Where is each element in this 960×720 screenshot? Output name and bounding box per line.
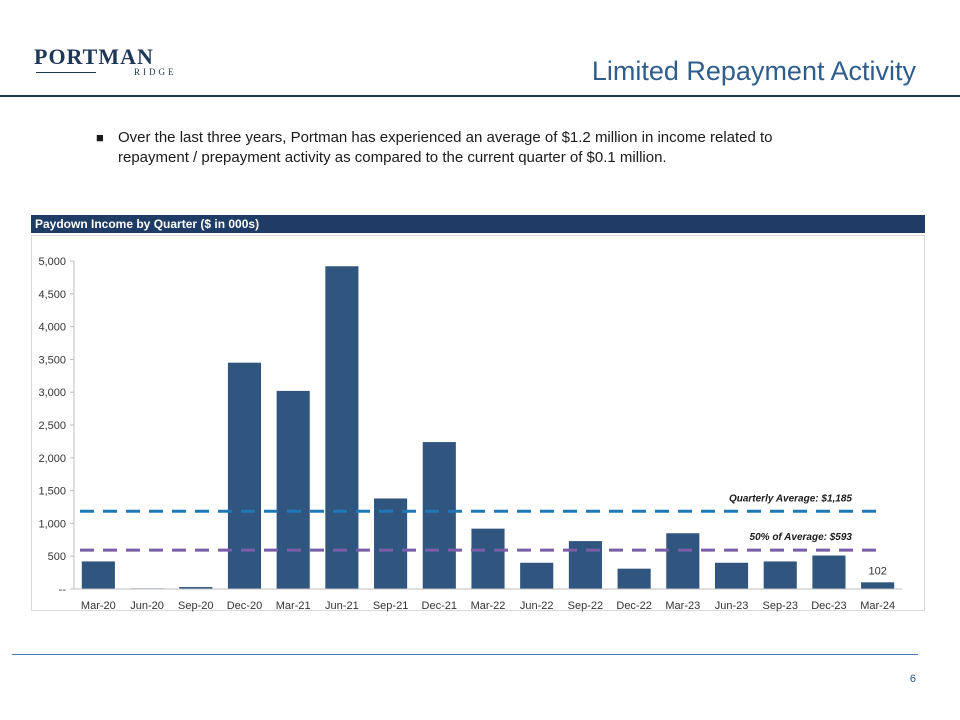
bullet-square-icon: ■: [96, 130, 104, 145]
paydown-income-chart: -- 500 1,000 1,500 2,000 2,500 3,000 3,500 4,000…: [38, 256, 902, 612]
y-tick-label: --: [59, 584, 67, 596]
bar-dec-23: [812, 555, 846, 589]
bar-dec-22: [617, 568, 651, 589]
header-divider: [0, 95, 960, 97]
bar-sep-23: [763, 561, 797, 589]
y-tick-label: 3,000: [38, 387, 66, 399]
y-tick-label: 2,000: [38, 453, 66, 465]
bullet-text: Over the last three years, Portman has e…: [118, 129, 773, 166]
x-tick-label: Mar-21: [276, 600, 311, 612]
logo-rule: [36, 72, 96, 73]
slide-title: Limited Repayment Activity: [591, 56, 916, 86]
x-tick-label: Dec-23: [811, 600, 846, 612]
x-tick-label: Dec-20: [227, 600, 262, 612]
x-tick-label: Sep-20: [178, 600, 213, 612]
y-tick-label: 3,500: [38, 354, 66, 366]
portman-ridge-logo: PORTMAN RIDGE: [34, 44, 174, 84]
bar-mar-24: [861, 582, 895, 589]
logo-wordmark: PORTMAN: [34, 44, 154, 69]
bar-mar-23: [666, 533, 700, 589]
y-tick-label: 1,500: [38, 486, 66, 498]
x-tick-label: Mar-24: [860, 600, 895, 612]
y-tick-label: 5,000: [38, 256, 66, 268]
x-tick-label: Sep-22: [568, 600, 603, 612]
page-number: 6: [909, 673, 916, 685]
x-tick-label: Jun-20: [130, 600, 164, 612]
chart-frame: -- 500 1,000 1,500 2,000 2,500 3,000 3,500 4,000…: [31, 235, 925, 612]
x-tick-label: Mar-20: [81, 600, 116, 612]
x-tick-label: Dec-22: [616, 600, 651, 612]
footer-divider: [12, 654, 918, 655]
bar-dec-21: [422, 442, 456, 589]
y-tick-label: 2,500: [38, 420, 66, 432]
y-tick-label: 4,000: [38, 322, 66, 334]
bar-sep-22: [568, 541, 602, 589]
bar-jun-23: [714, 562, 749, 589]
data-label: 102: [868, 565, 886, 577]
x-tick-label: Jun-23: [715, 600, 749, 612]
bar-mar-21: [276, 390, 310, 589]
quarterly-average-label: Quarterly Average: $1,185: [729, 493, 852, 504]
y-tick-label: 4,500: [38, 289, 66, 301]
x-tick-label: Sep-21: [373, 600, 408, 612]
bar-mar-22: [471, 528, 505, 589]
bar-sep-20: [179, 587, 213, 589]
bar-jun-22: [520, 562, 554, 589]
bar-sep-21: [374, 498, 408, 589]
x-tick-label: Sep-23: [762, 600, 797, 612]
x-tick-label: Dec-21: [422, 600, 457, 612]
chart-title: Paydown Income by Quarter ($ in 000s): [35, 217, 260, 231]
x-tick-label: Jun-22: [520, 600, 554, 612]
bar-jun-21: [325, 266, 359, 589]
x-tick-label: Mar-22: [471, 600, 506, 612]
chart-title-band: Paydown Income by Quarter ($ in 000s): [31, 215, 925, 233]
bar-mar-20: [81, 561, 115, 589]
bullet-item: ■ Over the last three years, Portman has…: [96, 128, 798, 168]
x-tick-label: Jun-21: [325, 600, 359, 612]
half-average-label: 50% of Average: $593: [750, 532, 853, 543]
x-tick-label: Mar-23: [665, 600, 700, 612]
bar-dec-20: [227, 362, 262, 589]
logo-subtext: RIDGE: [134, 67, 177, 77]
y-tick-label: 500: [48, 551, 66, 563]
y-tick-label: 1,000: [38, 518, 66, 530]
